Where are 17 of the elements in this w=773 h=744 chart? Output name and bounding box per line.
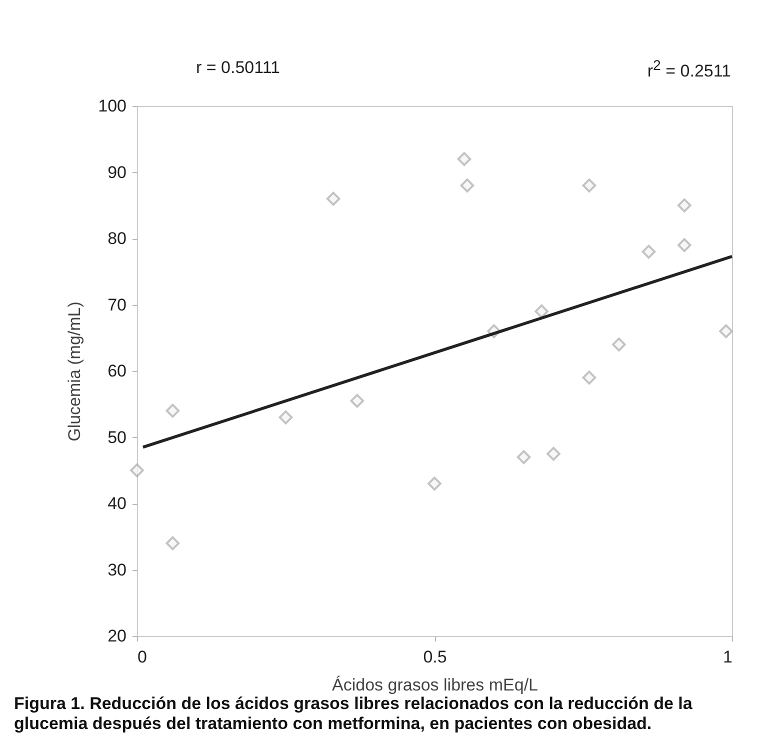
y-tick-label: 60 [108,362,126,380]
x-axis-title: Ácidos grasos libres mEq/L [332,676,538,694]
x-tick-label: 0 [138,648,147,666]
y-tick-label: 80 [108,229,126,248]
y-tick-label: 40 [108,494,126,513]
x-tick-label: 1 [723,648,732,666]
y-tick-label: 90 [108,162,126,182]
text: Figura 1. Reducción de los ácidos grasos libres relacionados con la reducción de la glucemia después del tratamiento con metformina, en pacientes con obesidad. [14,694,694,734]
y-tick-label: 100 [98,96,126,116]
y-axis-title: Glucemia (mg/mL) [65,302,84,442]
x-tick-label: 0.5 [423,648,447,666]
text: r$^{2}$ = 0.2511 [647,58,731,82]
y-tick-label: 70 [108,295,126,314]
y-tick-label: 30 [108,560,126,580]
text: r = 0.50111 [196,58,280,78]
y-tick-label: 50 [108,428,126,447]
y-tick-label: 20 [108,626,126,646]
